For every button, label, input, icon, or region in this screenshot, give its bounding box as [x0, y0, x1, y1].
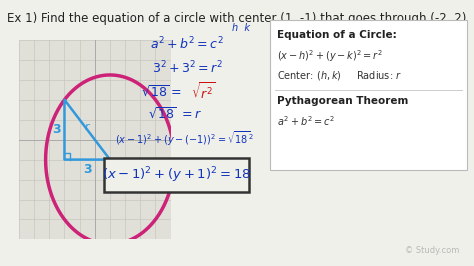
Text: 3: 3	[52, 123, 60, 136]
Text: Pythagorean Theorem: Pythagorean Theorem	[277, 96, 409, 106]
Text: Center: $(h, k)$     Radius: $r$: Center: $(h, k)$ Radius: $r$	[277, 69, 402, 82]
Text: Ex 1) Find the equation of a circle with center (1, -1) that goes through (-2, 2: Ex 1) Find the equation of a circle with…	[7, 12, 467, 25]
Text: Equation of a Circle:: Equation of a Circle:	[277, 30, 397, 40]
Text: $3^2+3^2= r^2$: $3^2+3^2= r^2$	[152, 60, 223, 76]
Text: $(x-h)^2 + (y-k)^2 = r^2$: $(x-h)^2 + (y-k)^2 = r^2$	[277, 48, 383, 64]
Text: $(x-1)^2 + (y+1)^2 = 18$: $(x-1)^2 + (y+1)^2 = 18$	[102, 165, 251, 185]
Text: $a^2+b^2= c^2$: $a^2+b^2= c^2$	[150, 36, 224, 52]
Text: 3: 3	[83, 163, 91, 176]
FancyBboxPatch shape	[104, 158, 249, 192]
Text: $\sqrt{18}=$: $\sqrt{18}=$	[141, 84, 182, 99]
Text: $\sqrt{18}\ =r$: $\sqrt{18}\ =r$	[148, 107, 202, 122]
Text: h  k: h k	[232, 23, 250, 33]
Text: $\sqrt{r^2}$: $\sqrt{r^2}$	[191, 81, 216, 102]
Text: r: r	[84, 122, 89, 132]
FancyBboxPatch shape	[270, 20, 467, 170]
Text: © Study.com: © Study.com	[405, 246, 460, 255]
Text: $a^2 + b^2 = c^2$: $a^2 + b^2 = c^2$	[277, 114, 335, 128]
Text: $(x-1)^2+(y-(-1))^2=\sqrt{18}^2$: $(x-1)^2+(y-(-1))^2=\sqrt{18}^2$	[116, 129, 254, 148]
